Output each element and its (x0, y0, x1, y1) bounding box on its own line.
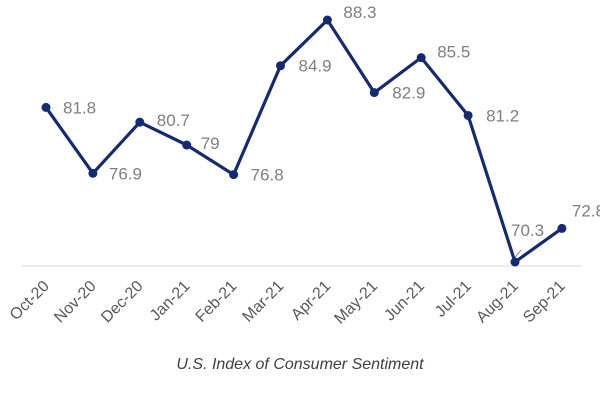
data-point-jun-21 (416, 53, 426, 63)
data-label-aug-21: 70.3 (511, 221, 544, 240)
x-tick-jun-21: Jun-21 (381, 278, 428, 325)
data-label-oct-20: 81.8 (63, 98, 96, 117)
data-point-oct-20 (41, 102, 51, 112)
x-tick-may-21: May-21 (331, 278, 381, 328)
data-label-jan-21: 79 (201, 134, 220, 153)
data-label-jul-21: 81.2 (486, 106, 519, 125)
data-point-may-21 (369, 88, 379, 98)
x-tick-apr-21: Apr-21 (288, 278, 334, 324)
x-tick-oct-20: Oct-20 (7, 278, 53, 324)
data-label-mar-21: 84.9 (299, 57, 332, 76)
x-tick-jul-21: Jul-21 (432, 278, 475, 321)
x-tick-feb-21: Feb-21 (193, 278, 241, 326)
data-point-jul-21 (463, 110, 473, 120)
data-label-nov-20: 76.9 (109, 164, 142, 183)
x-tick-dec-20: Dec-20 (98, 278, 147, 327)
x-tick-jan-21: Jan-21 (147, 278, 194, 325)
data-point-apr-21 (322, 15, 332, 25)
data-point-dec-20 (135, 117, 145, 127)
data-label-may-21: 82.9 (392, 84, 425, 103)
x-tick-mar-21: Mar-21 (239, 278, 287, 326)
x-tick-aug-21: Aug-21 (473, 278, 522, 327)
data-point-aug-21 (510, 257, 520, 267)
series-line (44, 18, 564, 264)
x-tick-sep-21: Sep-21 (520, 278, 569, 327)
data-label-dec-20: 80.7 (157, 111, 190, 130)
data-point-jan-21 (182, 140, 192, 150)
data-label-feb-21: 76.8 (251, 166, 284, 185)
data-point-nov-20 (88, 168, 98, 178)
data-label-jun-21: 85.5 (437, 43, 470, 62)
data-point-feb-21 (229, 170, 239, 180)
data-point-sep-21 (557, 223, 567, 233)
data-label-apr-21: 88.3 (343, 3, 376, 22)
x-axis-title: U.S. Index of Consumer Sentiment (176, 356, 424, 373)
x-tick-nov-20: Nov-20 (51, 278, 100, 327)
data-label-sep-21: 72.8 (572, 201, 600, 220)
data-point-mar-21 (276, 61, 285, 71)
